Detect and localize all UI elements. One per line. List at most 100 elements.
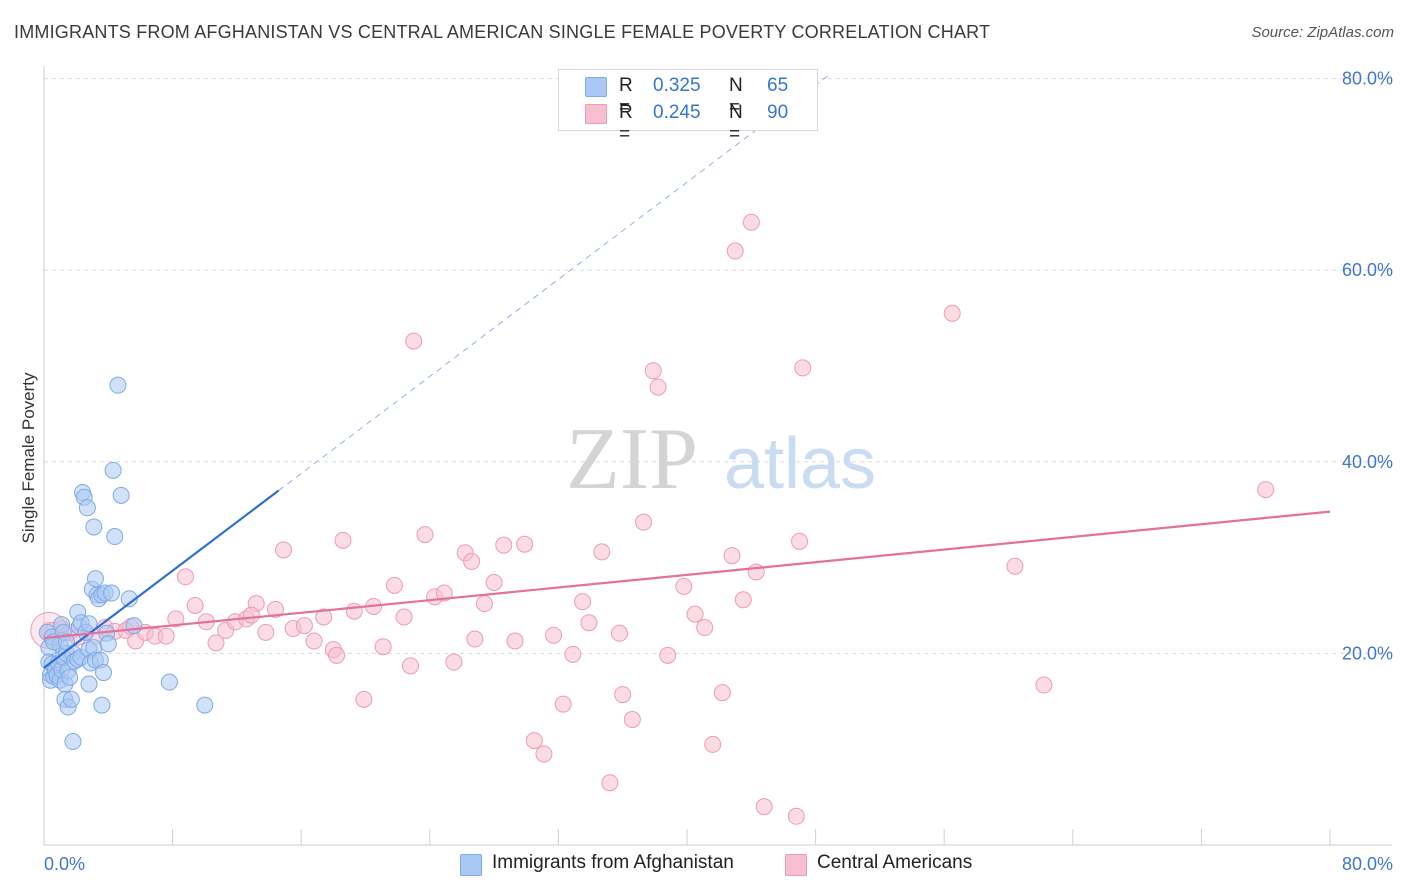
point-afghanistan: [62, 690, 80, 708]
series-central-americans-points: [30, 213, 1275, 825]
point-central-americans: [1006, 557, 1024, 575]
bottom-legend-swatch-blue: [460, 854, 482, 876]
point-central-americans: [686, 605, 704, 623]
point-central-americans: [395, 608, 413, 626]
point-central-americans: [659, 646, 677, 664]
point-afghanistan: [94, 664, 112, 682]
point-central-americans: [242, 606, 260, 624]
legend-n-label: N =: [729, 75, 743, 118]
point-central-americans: [644, 362, 662, 380]
point-central-americans: [635, 513, 653, 531]
legend-r-value: 0.325: [653, 75, 701, 96]
point-central-americans: [696, 619, 714, 637]
point-central-americans: [402, 657, 420, 675]
point-central-americans: [794, 359, 812, 377]
point-afghanistan: [99, 635, 117, 653]
point-central-americans: [207, 634, 225, 652]
point-central-americans: [535, 745, 553, 763]
point-central-americans: [485, 574, 503, 592]
point-afghanistan: [80, 615, 98, 633]
series-afghanistan-points: [38, 376, 214, 751]
point-central-americans: [623, 711, 641, 729]
point-central-americans: [755, 798, 773, 816]
legend-swatch-blue: [585, 77, 607, 97]
point-central-americans: [416, 526, 434, 544]
point-central-americans: [516, 535, 534, 553]
trend-line-afghanistan: [43, 489, 280, 669]
point-central-americans: [334, 531, 352, 549]
point-afghanistan: [64, 733, 82, 751]
axes: [43, 66, 1392, 846]
point-afghanistan: [86, 570, 104, 588]
point-central-americans: [305, 632, 323, 650]
point-central-americans: [704, 735, 722, 753]
point-central-americans: [463, 552, 481, 570]
point-afghanistan: [120, 590, 138, 608]
point-central-americans: [157, 627, 175, 645]
y-tick-label: 80.0%: [1342, 69, 1393, 89]
legend-box: R = 0.325 N = 65 R = 0.245 N = 90: [558, 69, 818, 145]
legend-n-value: 65: [767, 75, 789, 96]
point-central-americans: [167, 610, 185, 628]
point-afghanistan: [85, 518, 103, 536]
point-afghanistan: [104, 461, 122, 479]
point-central-americans: [713, 684, 731, 702]
point-central-americans: [723, 547, 741, 565]
point-central-americans: [649, 378, 667, 396]
point-afghanistan: [109, 376, 127, 394]
legend-r-label: R =: [619, 102, 633, 145]
point-central-americans: [495, 536, 513, 554]
x-tick-label: 0.0%: [44, 854, 85, 874]
bottom-legend-label-central-americans: Central Americans: [817, 852, 973, 873]
point-central-americans: [747, 563, 765, 581]
point-central-americans: [545, 626, 563, 644]
point-central-americans: [186, 597, 204, 614]
point-central-americans: [787, 807, 805, 825]
point-central-americans: [275, 541, 293, 559]
trend-line-central-americans: [43, 510, 1331, 640]
gridlines: [44, 78, 1392, 654]
watermark-zip: ZIP: [566, 411, 698, 508]
trend-lines: [43, 72, 1331, 669]
point-central-americans: [295, 617, 313, 635]
point-central-americans: [614, 686, 632, 704]
point-afghanistan: [61, 668, 79, 686]
point-central-americans: [574, 593, 592, 611]
legend-n-label: N =: [729, 102, 743, 145]
point-central-americans: [610, 624, 628, 642]
legend-swatch-pink: [585, 104, 607, 124]
point-central-americans: [593, 543, 611, 561]
point-central-americans: [675, 577, 693, 595]
point-central-americans: [601, 774, 619, 792]
point-central-americans: [734, 591, 752, 609]
y-tick-label: 60.0%: [1342, 260, 1393, 280]
y-axis-label: Single Female Poverty: [19, 372, 38, 544]
watermark-atlas: atlas: [724, 424, 876, 504]
point-central-americans: [580, 614, 598, 632]
point-central-americans: [435, 584, 453, 602]
bottom-legend-swatch-pink: [785, 854, 807, 876]
source-label: Source: ZipAtlas.com: [1251, 24, 1394, 41]
point-afghanistan: [125, 617, 143, 635]
legend-n-value: 90: [767, 102, 789, 123]
y-tick-label: 20.0%: [1342, 643, 1393, 663]
point-afghanistan: [93, 696, 111, 714]
legend-r-value: 0.245: [653, 102, 701, 123]
point-central-americans: [176, 568, 194, 586]
trend-line-afghanistan-extension: [278, 72, 832, 491]
point-central-americans: [726, 242, 744, 260]
y-tick-label: 40.0%: [1342, 452, 1393, 472]
point-central-americans: [506, 632, 524, 650]
point-central-americans: [445, 653, 463, 671]
point-central-americans: [405, 332, 423, 350]
point-central-americans: [943, 304, 961, 322]
point-afghanistan: [103, 584, 121, 602]
point-afghanistan: [78, 499, 96, 517]
point-central-americans: [554, 695, 572, 713]
point-central-americans: [345, 602, 363, 620]
point-central-americans: [374, 638, 392, 656]
point-central-americans: [525, 732, 543, 750]
point-central-americans: [475, 595, 493, 613]
point-central-americans: [257, 623, 275, 641]
